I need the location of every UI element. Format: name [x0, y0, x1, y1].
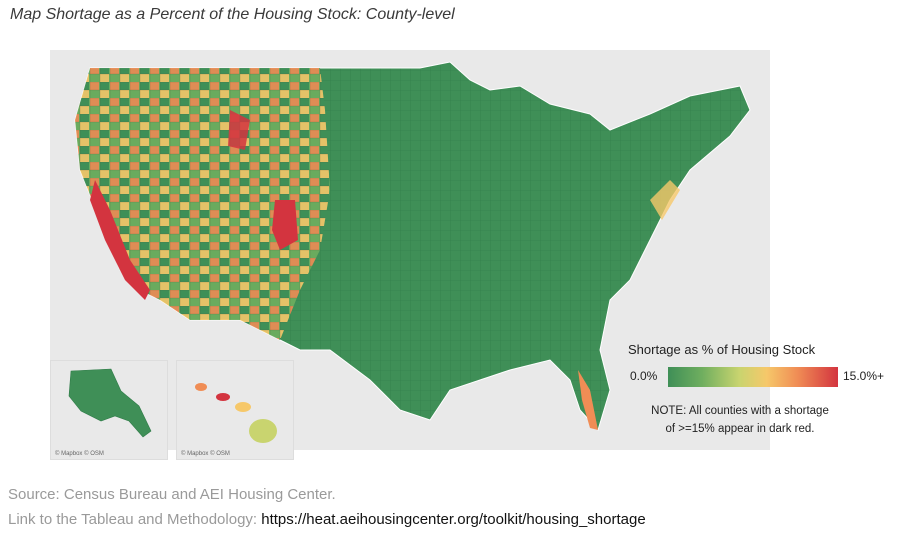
legend-min-label: 0.0%	[630, 369, 658, 383]
western-region	[75, 68, 330, 340]
montana-hotspot	[228, 110, 250, 150]
alaska-canvas	[68, 368, 152, 438]
legend-note: NOTE: All counties with a shortage of >=…	[630, 402, 850, 438]
legend-max-label: 15.0%+	[843, 369, 885, 383]
california-coast-hotspot	[90, 180, 150, 300]
hawaii-canvas	[195, 383, 277, 443]
methodology-link-line: Link to the Tableau and Methodology: htt…	[8, 511, 646, 528]
methodology-link[interactable]: https://heat.aeihousingcenter.org/toolki…	[261, 511, 646, 528]
legend-note-line-1: NOTE: All counties with a shortage	[651, 405, 829, 417]
hawaii-inset-credit: © Mapbox © OSM	[181, 451, 230, 457]
legend-title: Shortage as % of Housing Stock	[628, 342, 816, 357]
legend-note-line-2: of >=15% appear in dark red.	[665, 423, 815, 435]
map-title: Map Shortage as a Percent of the Housing…	[10, 6, 455, 23]
hawaii-island-big	[249, 419, 277, 443]
hawaii-island-oahu	[216, 393, 230, 401]
alaska-inset-credit: © Mapbox © OSM	[55, 451, 104, 457]
hawaii-island-kauai	[195, 383, 207, 391]
legend-color-ramp	[668, 367, 838, 387]
northeast-corridor	[650, 180, 680, 220]
alaska-shape	[68, 368, 152, 438]
us-county-map[interactable]: Shortage as % of Housing Stock 0.0% 15.0…	[50, 50, 884, 450]
source-note: Source: Census Bureau and AEI Housing Ce…	[8, 486, 336, 503]
florida-hotspot	[578, 370, 598, 430]
map-canvas	[74, 61, 751, 431]
colorado-hotspot	[272, 200, 298, 250]
map-legend: Shortage as % of Housing Stock 0.0% 15.0…	[618, 338, 898, 448]
alaska-inset-map[interactable]: © Mapbox © OSM	[50, 360, 168, 460]
hawaii-island-maui	[235, 402, 251, 412]
methodology-link-prefix: Link to the Tableau and Methodology:	[8, 511, 262, 528]
hawaii-inset-map[interactable]: © Mapbox © OSM	[176, 360, 294, 460]
